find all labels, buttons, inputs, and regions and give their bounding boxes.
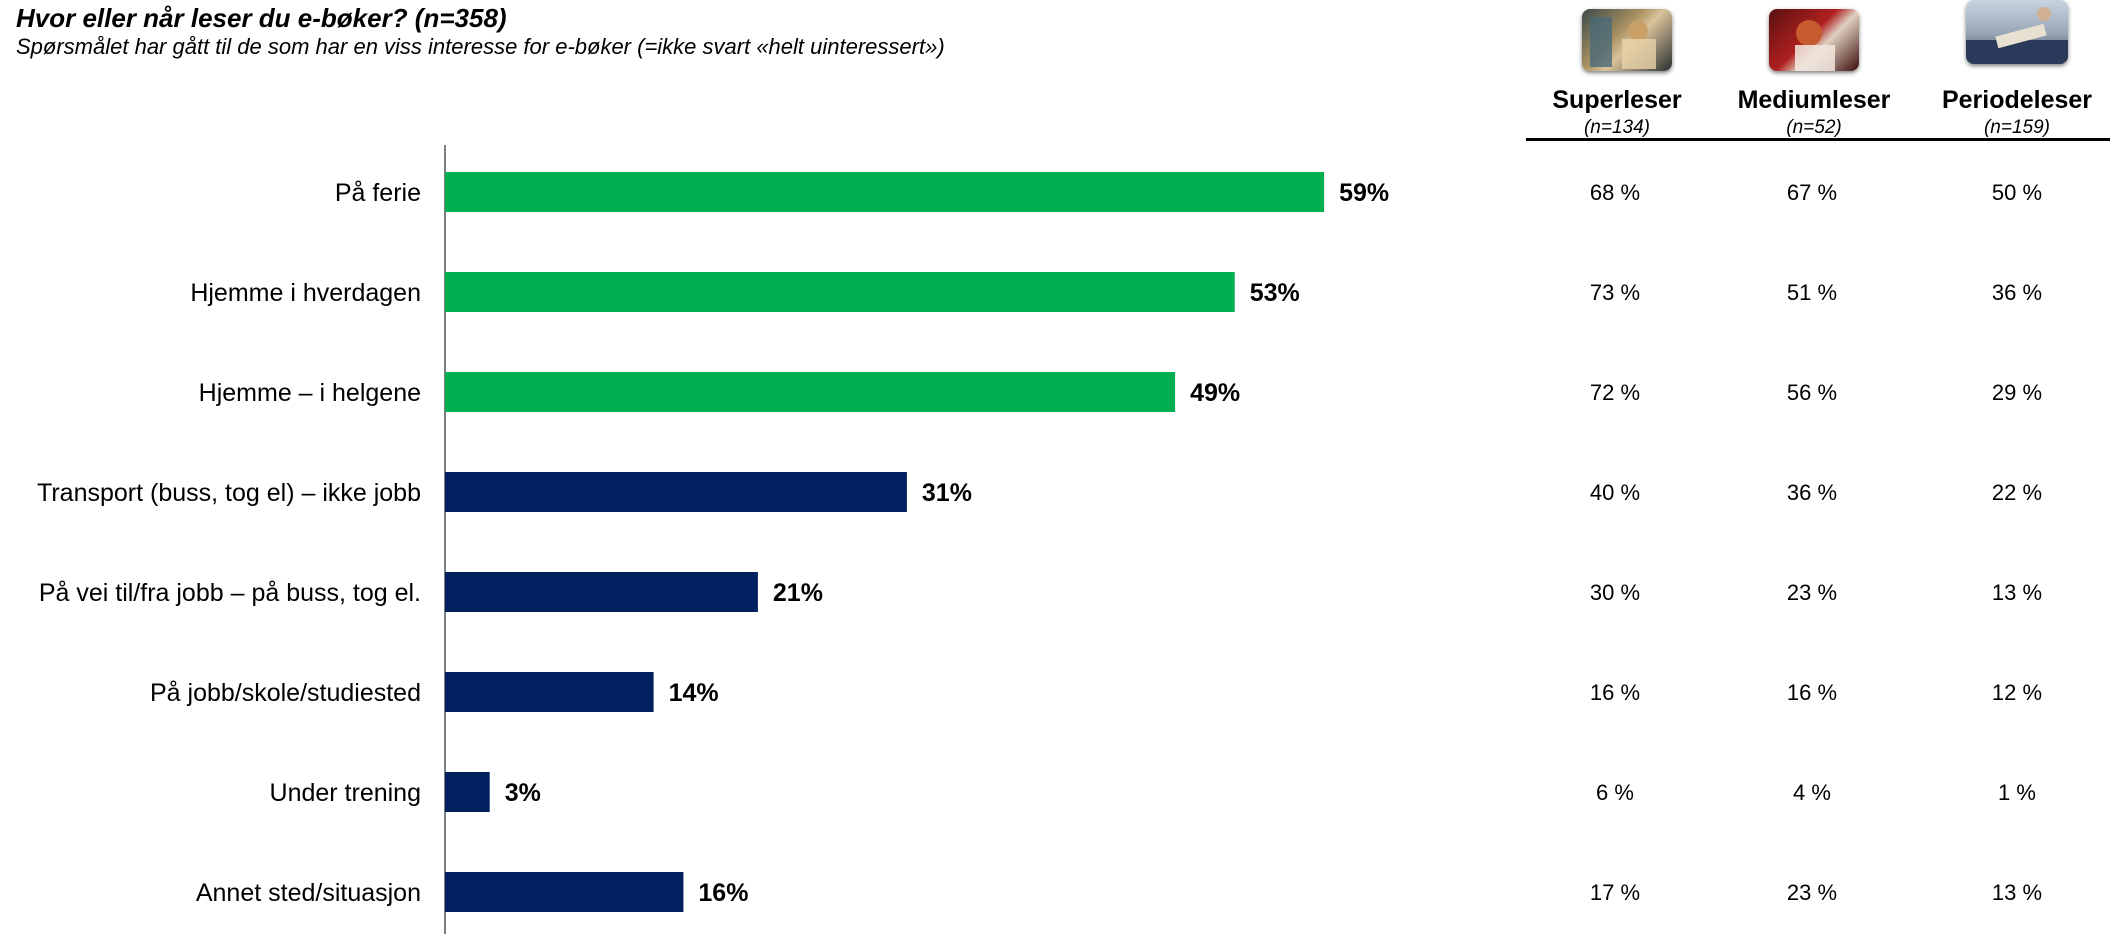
bar-value-label: 31%: [922, 479, 972, 507]
table-cell: 16 %: [1589, 680, 1641, 705]
table-cell: 13 %: [1991, 580, 2043, 605]
bar-value-label: 16%: [698, 879, 748, 907]
bar: [445, 872, 684, 912]
table-cell: 17 %: [1589, 880, 1641, 905]
segment-n-mediumleser: (n=52): [1786, 117, 1842, 138]
table-cell: 72 %: [1589, 380, 1641, 405]
table-cell: 29 %: [1991, 380, 2043, 405]
category-label: Annet sted/situasjon: [196, 879, 421, 907]
table-cell: 23 %: [1786, 580, 1838, 605]
segment-n-periodeleser: (n=159): [1983, 117, 2051, 138]
table-cell: 50 %: [1991, 180, 2043, 205]
bar-value-label: 3%: [505, 779, 541, 807]
table-cell: 13 %: [1991, 880, 2043, 905]
category-label: Hjemme – i helgene: [199, 379, 421, 407]
periodeleser-photo-icon: [1966, 0, 2068, 64]
bar-value-label: 59%: [1339, 179, 1389, 207]
header-divider: [1526, 138, 2110, 141]
bar: [445, 472, 907, 512]
table-cell: 4 %: [1793, 780, 1831, 805]
superleser-photo-icon: [1582, 9, 1672, 71]
table-cell: 36 %: [1786, 480, 1838, 505]
bar-value-label: 49%: [1190, 379, 1240, 407]
table-cell: 56 %: [1786, 380, 1838, 405]
table-cell: 73 %: [1589, 280, 1641, 305]
chart-title: Hvor eller når leser du e-bøker? (n=358): [16, 3, 507, 33]
category-label: Under trening: [270, 779, 421, 807]
category-label: På jobb/skole/studiested: [150, 679, 421, 707]
table-cell: 1 %: [1998, 780, 2036, 805]
segment-name-superleser: Superleser: [1552, 86, 1682, 114]
category-label: På vei til/fra jobb – på buss, tog el.: [39, 579, 421, 607]
table-cell: 12 %: [1991, 680, 2043, 705]
table-cell: 67 %: [1786, 180, 1838, 205]
category-label: På ferie: [335, 179, 421, 207]
table-cell: 40 %: [1589, 480, 1641, 505]
bar: [445, 172, 1325, 212]
bar-value-label: 21%: [773, 579, 823, 607]
table-cell: 51 %: [1786, 280, 1838, 305]
bar: [445, 672, 654, 712]
table-cell: 30 %: [1589, 580, 1641, 605]
bar-value-label: 14%: [669, 679, 719, 707]
bar-value-label: 53%: [1250, 279, 1300, 307]
chart-subtitle: Spørsmålet har gått til de som har en vi…: [16, 34, 945, 59]
table-cell: 23 %: [1786, 880, 1838, 905]
table-cell: 16 %: [1786, 680, 1838, 705]
bar: [445, 772, 490, 812]
table-cell: 68 %: [1589, 180, 1641, 205]
bar: [445, 572, 758, 612]
bar: [445, 272, 1235, 312]
bar: [445, 372, 1176, 412]
segment-n-superleser: (n=134): [1583, 117, 1651, 138]
mediumleser-photo-icon: [1769, 9, 1859, 71]
category-label: Hjemme i hverdagen: [190, 279, 421, 307]
segment-name-periodeleser: Periodeleser: [1941, 86, 2093, 114]
table-cell: 36 %: [1991, 280, 2043, 305]
table-cell: 22 %: [1991, 480, 2043, 505]
segment-name-mediumleser: Mediumleser: [1737, 86, 1891, 114]
category-label: Transport (buss, tog el) – ikke jobb: [37, 479, 421, 507]
table-cell: 6 %: [1596, 780, 1634, 805]
